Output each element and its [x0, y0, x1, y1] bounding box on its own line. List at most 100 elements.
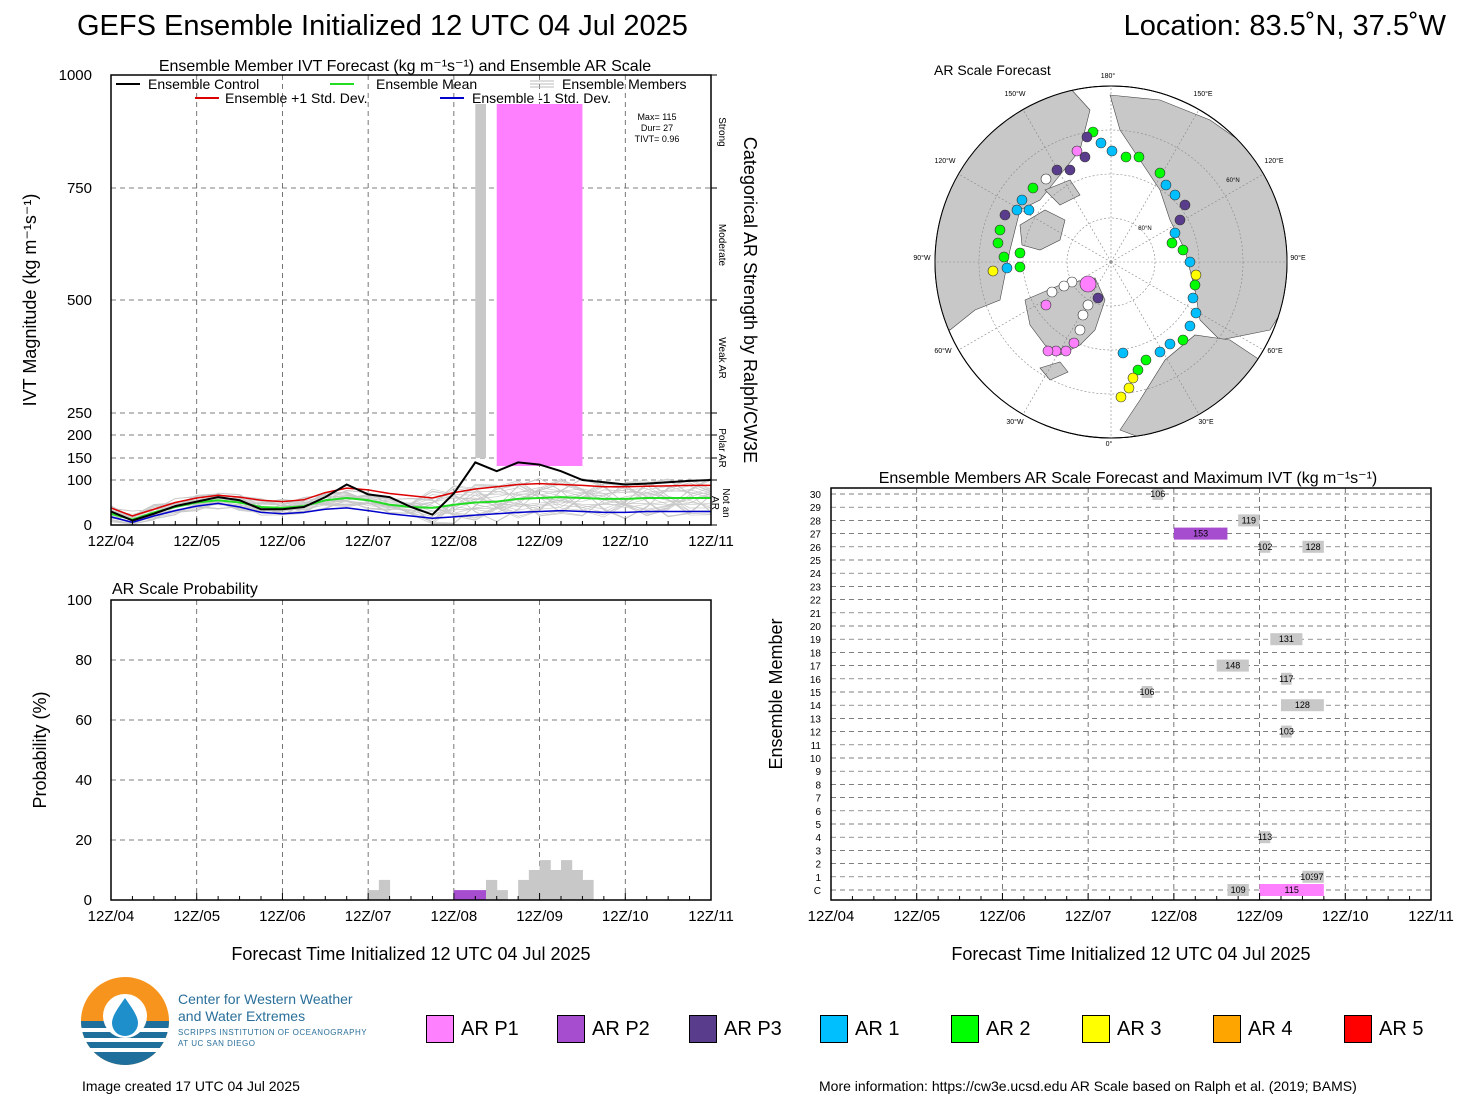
- members-x-ticks: 12Z/04 12Z/05 12Z/06 12Z/07 12Z/08 12Z/09 12Z/…: [808, 893, 1454, 925]
- member-event-ivt: 97: [1313, 872, 1323, 882]
- member-row-label: 17: [810, 662, 822, 673]
- member-event-bar: [1302, 540, 1324, 553]
- location-label: Location: 83.5˚N, 37.5˚W: [1123, 10, 1446, 42]
- member-row-label: 30: [810, 490, 822, 501]
- prob-frame: [110, 599, 712, 901]
- ensemble-member-line: [110, 478, 712, 524]
- trajectory-dot: [1079, 275, 1097, 293]
- legend-minus-label: Ensemble -1 Std. Dev.: [472, 90, 611, 106]
- trajectory-dot: [1095, 137, 1107, 149]
- trajectory-dot: [1117, 347, 1129, 359]
- member-event-bar: [1281, 725, 1292, 738]
- member-event-bar: [1259, 831, 1271, 844]
- ivt-y-tick-label: 100: [67, 472, 92, 489]
- trajectory-dot: [1179, 199, 1191, 211]
- prob-bar: [378, 879, 391, 900]
- member-row-label: 5: [815, 820, 821, 831]
- trajectory-dot: [1064, 164, 1076, 176]
- legend-swatch: [951, 1015, 979, 1043]
- legend-swatch: [1213, 1015, 1241, 1043]
- trajectory-dot: [1068, 337, 1080, 349]
- legend-swatch: [1344, 1015, 1372, 1043]
- trajectory-dot: [1082, 299, 1094, 311]
- trajectory-dot: [1014, 261, 1026, 273]
- trajectory-dot: [1184, 256, 1196, 268]
- trajectory-dot: [1074, 324, 1086, 336]
- trajectory-dot: [1177, 244, 1189, 256]
- member-event-bar: [1152, 488, 1164, 500]
- prob-bar: [550, 870, 562, 900]
- lon-180: 180°: [1101, 72, 1116, 80]
- member-event-bar: [1173, 527, 1228, 540]
- ivt-ar-bar: [475, 104, 486, 458]
- trajectory-dot: [1106, 145, 1118, 157]
- trajectory-dot: [1051, 164, 1063, 176]
- legend-label: AR 5: [1379, 1018, 1424, 1040]
- lat-80n: 80°N: [1138, 226, 1151, 232]
- legend-plus-label: Ensemble +1 Std. Dev.: [225, 90, 368, 106]
- logo-line3: SCRIPPS INSTITUTION OF OCEANOGRAPHY: [178, 1028, 368, 1037]
- ivt-y-label: IVT Magnitude (kg m⁻¹s⁻¹): [20, 194, 40, 407]
- member-event-ivt: 113: [1258, 832, 1272, 842]
- prob-y-tick-label: 60: [75, 712, 92, 729]
- member-event-bar: [1216, 659, 1249, 672]
- legend-swatch: [1082, 1015, 1110, 1043]
- polar-map: AR Scale Forecast 180° 150°W 150°E 120°W: [913, 62, 1306, 448]
- logo-line4: AT UC SAN DIEGO: [178, 1039, 256, 1048]
- trajectory-dot: [1166, 237, 1178, 249]
- legend-swatch: [820, 1015, 848, 1043]
- lon-line: [1110, 109, 1200, 263]
- trajectory-dot: [992, 237, 1004, 249]
- trajectory-dot: [1133, 151, 1145, 163]
- member-row-label: 27: [810, 530, 822, 541]
- member-row-label: 16: [810, 675, 822, 686]
- map-graticule: [935, 86, 1287, 438]
- prob-y-label: Probability (%): [30, 691, 50, 808]
- trajectory-dot: [1079, 151, 1091, 163]
- map-title: AR Scale Forecast: [934, 62, 1051, 78]
- trajectory-dot: [1040, 173, 1052, 185]
- x-tick-label: 12Z/11: [688, 908, 734, 925]
- lon-150w: 150°W: [1004, 90, 1025, 98]
- footer-created: Image created 17 UTC 04 Jul 2025: [82, 1078, 300, 1094]
- trajectory-dot: [1120, 151, 1132, 163]
- x-tick-label: 12Z/11: [688, 533, 734, 550]
- member-row-label: 19: [810, 635, 822, 646]
- member-row-label: 14: [810, 701, 822, 712]
- logo-line2: and Water Extremes: [178, 1008, 306, 1024]
- member-row-label: 21: [810, 609, 822, 620]
- member-row-label: 10: [810, 754, 822, 765]
- prob-y-tick-label: 80: [75, 652, 92, 669]
- member-row-label: 4: [815, 833, 821, 844]
- ivt-x-ticks: 12Z/04 12Z/05 12Z/06 12Z/07 12Z/08 12Z/09 12Z/…: [88, 518, 734, 550]
- x-tick-label: 12Z/08: [1151, 908, 1198, 925]
- member-event-bar: [1227, 884, 1249, 896]
- member-event-bar: [1281, 672, 1292, 685]
- x-tick-label: 12Z/10: [602, 533, 649, 550]
- prob-bar: [561, 860, 573, 900]
- plus-sd-line: [110, 482, 711, 517]
- trajectory-dot: [999, 209, 1011, 221]
- x-tick-label: 12Z/06: [259, 533, 306, 550]
- members-gridlines: [831, 488, 1431, 900]
- legend-members-label: Ensemble Members: [562, 76, 687, 92]
- ivt-y-tick-label: 250: [67, 405, 92, 422]
- trajectory-dot: [1174, 214, 1186, 226]
- prob-bar: [582, 879, 594, 900]
- lon-90e: 90°E: [1290, 254, 1306, 262]
- member-event-ivt: 106: [1150, 489, 1165, 499]
- member-row-label: 26: [810, 543, 822, 554]
- trajectory-dot: [1132, 364, 1144, 376]
- cw3e-logo: [81, 977, 169, 1065]
- legend-swatch: [426, 1015, 454, 1043]
- legend-swatch: [557, 1015, 585, 1043]
- trajectory-dot: [1058, 280, 1070, 292]
- event-tivt: TIVT= 0.96: [635, 134, 680, 144]
- lon-30w: 30°W: [1006, 418, 1024, 426]
- member-event-bar: [1259, 884, 1324, 896]
- lon-30e: 30°E: [1198, 418, 1214, 426]
- cat-ar: AR: [709, 496, 720, 510]
- lon-line: [1110, 261, 1264, 351]
- trajectory-dot: [1092, 292, 1104, 304]
